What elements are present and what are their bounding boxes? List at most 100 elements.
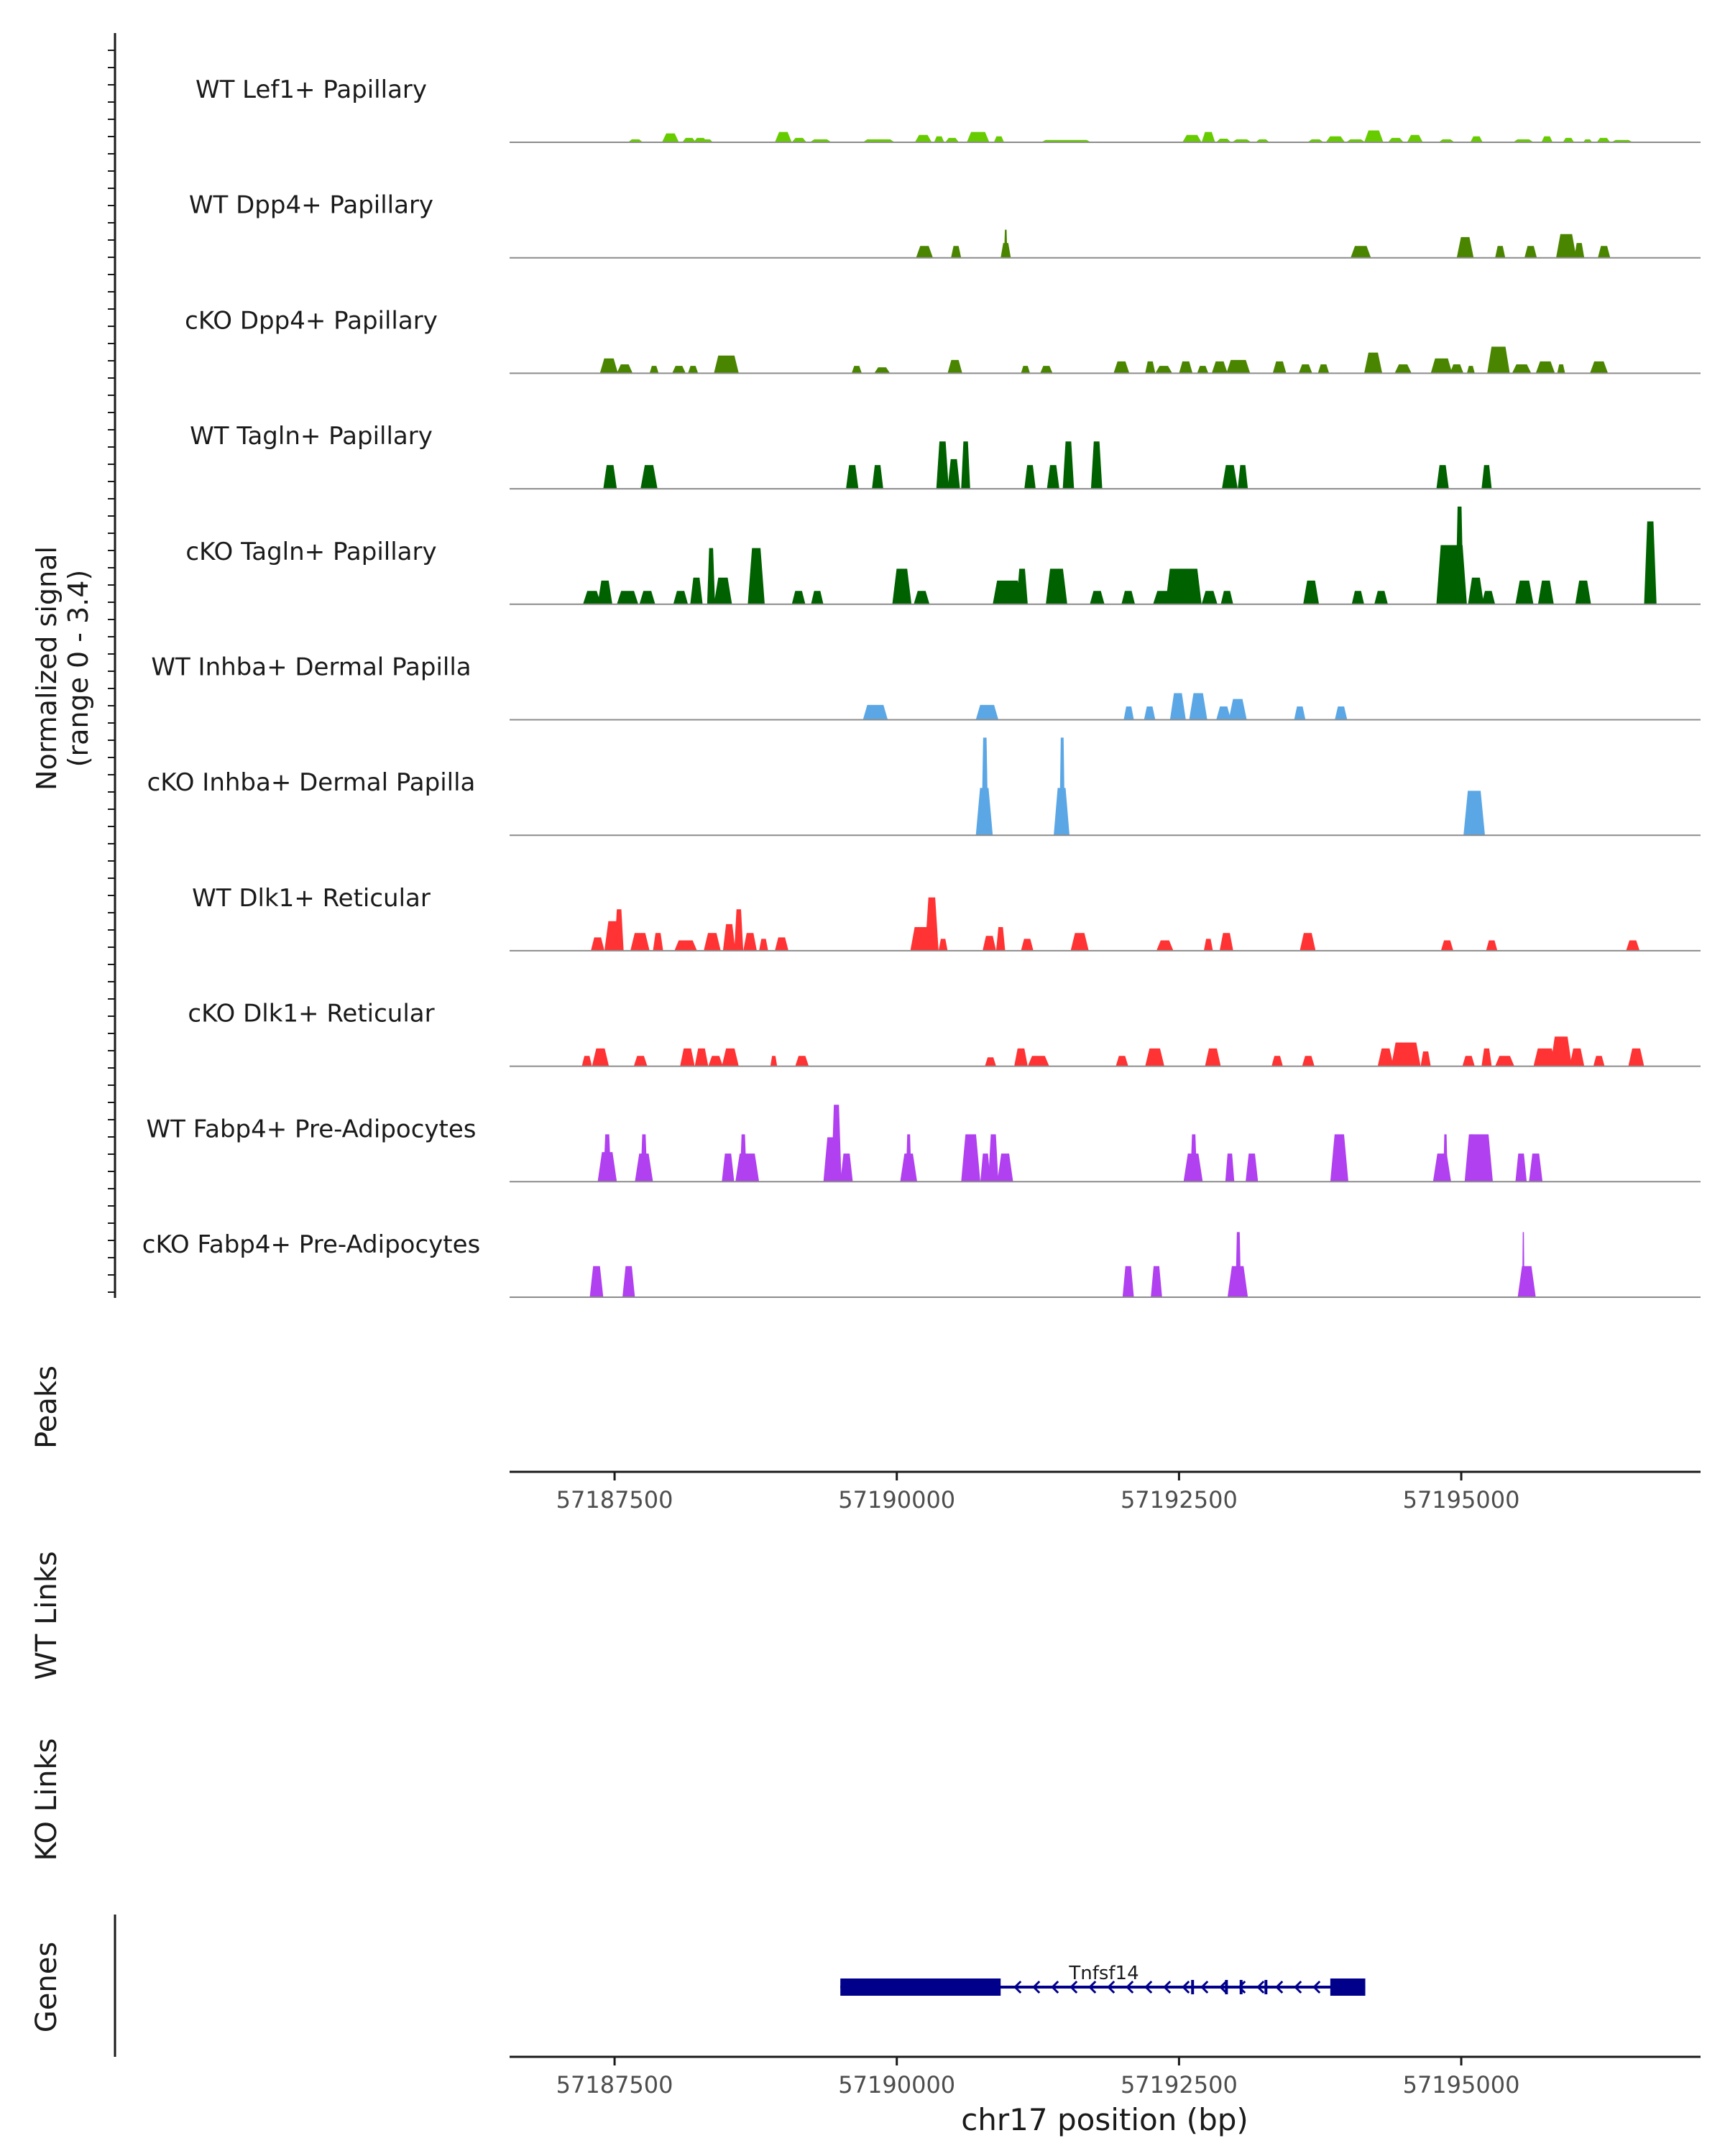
x-tick-label: 57190000 <box>838 1486 955 1514</box>
coverage-signal-block <box>770 1056 778 1067</box>
coverage-signal-block <box>1515 580 1534 604</box>
coverage-signal-block <box>1550 1036 1572 1067</box>
coverage-signal-block <box>1394 364 1412 374</box>
coverage-signal-block <box>702 139 713 142</box>
coverage-ylabel-range: (range 0 - 3.4) <box>63 570 94 768</box>
peaks-panel: Peaks 57187500 57190000 57192500 57195000 <box>30 1365 1701 1514</box>
coverage-track: cKO Dlk1+ Reticular <box>188 1000 1701 1067</box>
x-tick-label: 57190000 <box>838 2071 955 2099</box>
coverage-signal-block <box>981 737 988 836</box>
coverage-signal-block <box>947 459 960 489</box>
coverage-signal-block <box>961 1134 980 1182</box>
coverage-signal-block <box>916 246 933 258</box>
coverage-signal-block <box>1574 243 1585 258</box>
coverage-signal-block <box>1555 234 1577 258</box>
coverage-signal-block <box>1225 1153 1235 1182</box>
genes-x-axis-ticks: 57187500 57190000 57192500 57195000 <box>556 2057 1519 2099</box>
track-label: WT Dpp4+ Papillary <box>189 191 433 220</box>
coverage-signal-block <box>934 136 944 142</box>
coverage-signal-block <box>1575 580 1591 604</box>
coverage-signal-block <box>938 939 948 951</box>
coverage-signal-block <box>597 580 612 604</box>
track-label: cKO Dpp4+ Papillary <box>185 306 438 335</box>
coverage-signal-block <box>1201 132 1215 142</box>
coverage-signal-block <box>1300 933 1316 951</box>
coverage-signal-block <box>1644 521 1657 604</box>
coverage-signal-block <box>1090 591 1105 604</box>
coverage-signal-block <box>1537 580 1554 604</box>
genes-panel-label: Genes <box>30 1942 63 2032</box>
coverage-track: WT Dpp4+ Papillary <box>189 191 1701 259</box>
coverage-signal-block <box>1228 699 1247 720</box>
strand-arrow <box>1182 1980 1190 1994</box>
coverage-signal-block <box>1541 136 1553 142</box>
coverage-signal-block <box>995 926 1006 951</box>
strand-arrow <box>1051 1980 1059 1994</box>
coverage-signal-block <box>1522 1232 1524 1297</box>
track-label: WT Dlk1+ Reticular <box>192 884 431 913</box>
coverage-signal-block <box>1512 364 1532 374</box>
coverage-signal-block <box>1179 361 1193 374</box>
coverage-signal-block <box>1363 352 1383 374</box>
coverage-signal-block <box>1016 568 1028 604</box>
coverage-signal-block <box>1046 465 1059 489</box>
coverage-signal-block <box>1151 1266 1162 1297</box>
x-tick-label: 57187500 <box>556 1486 673 1514</box>
coverage-signal-block <box>583 591 602 604</box>
track-label: cKO Dlk1+ Reticular <box>188 1000 434 1028</box>
coverage-track: cKO Dpp4+ Papillary <box>185 306 1701 374</box>
coverage-signal-block <box>690 577 703 604</box>
coverage-signal-block <box>1303 580 1320 604</box>
coverage-signal-block <box>622 1266 635 1297</box>
peaks-panel-label: Peaks <box>30 1365 63 1449</box>
coverage-signal-block <box>1463 791 1486 836</box>
coverage-signal-block <box>1298 364 1312 374</box>
coverage-signal-block <box>1113 361 1130 374</box>
coverage-signal-block <box>840 1153 853 1182</box>
coverage-signal-block <box>1165 568 1202 604</box>
coverage-signal-block <box>1363 130 1384 142</box>
coverage-signal-block <box>589 1266 604 1297</box>
coverage-signal-block <box>1590 361 1609 374</box>
coverage-signal-block <box>714 355 739 374</box>
strand-arrow <box>1200 1980 1209 1994</box>
coverage-track: WT Lef1+ Papillary <box>196 75 1701 143</box>
coverage-signal-block <box>1122 1266 1134 1297</box>
coverage-signal-block <box>1205 1048 1221 1067</box>
coverage-signal-block <box>1145 361 1156 374</box>
coverage-signal-block <box>1219 933 1233 951</box>
coverage-signal-block <box>906 1134 912 1182</box>
x-axis-title: chr17 position (bp) <box>961 2102 1248 2137</box>
coverage-signal-block <box>1626 940 1640 951</box>
coverage-signal-block <box>1524 246 1537 258</box>
coverage-signal-block <box>791 137 807 142</box>
coverage-tracks: WT Lef1+ Papillary WT Dpp4+ Papillary cKO … <box>142 75 1701 1298</box>
coverage-signal-block <box>1027 1056 1049 1067</box>
coverage-signal-block <box>617 591 639 604</box>
coverage-signal-block <box>1272 361 1287 374</box>
coverage-signal-block <box>1391 1042 1421 1067</box>
coverage-axis-ticks <box>108 50 115 1293</box>
coverage-signal-block <box>1351 246 1371 258</box>
coverage-signal-block <box>704 933 721 951</box>
coverage-signal-block <box>1593 1056 1605 1067</box>
coverage-signal-block <box>603 1134 612 1182</box>
coverage-signal-block <box>1235 1232 1241 1297</box>
coverage-track: cKO Tagln+ Papillary <box>185 506 1701 605</box>
coverage-signal-block <box>743 933 757 951</box>
coverage-signal-block <box>924 897 939 951</box>
coverage-signal-block <box>1438 139 1455 142</box>
strand-arrow <box>1013 1980 1022 1994</box>
coverage-signal-block <box>1456 236 1474 258</box>
x-tick-label: 57187500 <box>556 2071 673 2099</box>
coverage-signal-block <box>1420 1051 1431 1067</box>
coverage-signal-block <box>795 1056 809 1067</box>
coverage-signal-block <box>1145 1048 1164 1067</box>
coverage-signal-block <box>914 134 932 142</box>
coverage-signal-block <box>1021 939 1034 951</box>
coverage-signal-block <box>1450 364 1464 374</box>
coverage-signal-block <box>1046 568 1067 604</box>
coverage-signal-block <box>1455 506 1464 604</box>
coverage-signal-block <box>892 568 912 604</box>
track-label: cKO Inhba+ Dermal Papilla <box>147 768 476 797</box>
